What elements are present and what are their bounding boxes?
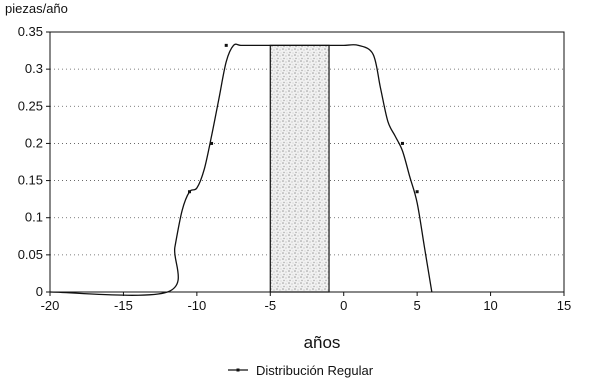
y-tick-label: 0.1 [25,210,43,225]
x-axis-title: años [304,333,341,352]
series-line-distribucion-regular [49,43,433,296]
y-tick-label: 0.3 [25,61,43,76]
x-axis: -20 -15 -10 -5 0 5 10 15 [41,292,571,313]
legend-marker-swatch [236,368,240,372]
legend-label: Distribución Regular [256,363,374,378]
data-point [400,141,404,145]
data-point [188,190,192,194]
shaded-region [269,44,330,293]
x-tick-label: 0 [340,298,347,313]
x-tick-label: -10 [187,298,206,313]
y-tick-label: 0 [36,284,43,299]
legend: Distribución Regular [228,363,374,378]
x-tick-label: 10 [483,298,497,313]
y-axis-title: piezas/año [5,1,68,16]
y-tick-label: 0.35 [18,24,43,39]
series-markers [188,43,419,194]
x-tick-label: 15 [557,298,571,313]
x-tick-label: -20 [41,298,60,313]
y-axis: 0 0.05 0.1 0.15 0.2 0.25 0.3 0.35 [18,24,50,299]
plot-frame [49,31,565,293]
y-tick-label: 0.25 [18,98,43,113]
x-tick-label: -15 [114,298,133,313]
data-point [224,43,228,47]
x-tick-label: -5 [265,298,277,313]
y-tick-label: 0.2 [25,135,43,150]
x-tick-label: 5 [414,298,421,313]
y-tick-label: 0.15 [18,173,43,188]
data-point [415,190,419,194]
data-point [210,141,214,145]
y-tick-label: 0.05 [18,247,43,262]
